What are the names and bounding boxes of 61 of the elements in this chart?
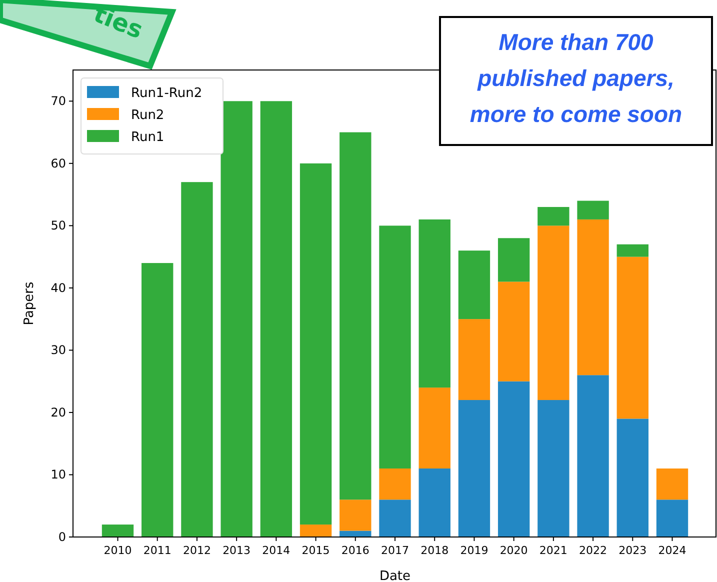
- bar: [498, 381, 530, 537]
- legend-label: Run1: [131, 130, 164, 145]
- bar: [656, 468, 688, 500]
- bar: [418, 219, 450, 388]
- x-tick-label: 2011: [143, 544, 172, 557]
- bar: [577, 200, 609, 220]
- annotation: More than 700 published papers, more to come soon: [470, 29, 682, 127]
- x-tick-label: 2013: [222, 544, 251, 557]
- bar: [616, 256, 648, 419]
- bar: [458, 250, 490, 320]
- y-axis-title: Papers: [22, 281, 37, 326]
- bar: [102, 524, 134, 537]
- bar: [142, 263, 174, 537]
- bar: [260, 101, 292, 537]
- bar: [616, 244, 648, 257]
- bar: [577, 375, 609, 537]
- x-axis-title: Date: [379, 569, 411, 582]
- bar: [340, 132, 372, 500]
- x-tick-label: 2014: [262, 544, 290, 557]
- bar: [379, 468, 411, 500]
- bar: [538, 400, 570, 537]
- bar: [458, 400, 490, 537]
- x-tick-label: 2020: [500, 544, 528, 557]
- x-tick-label: 2023: [618, 544, 647, 557]
- bar: [577, 219, 609, 376]
- bar: [538, 226, 570, 400]
- x-tick-label: 2012: [182, 544, 211, 557]
- x-tick-label: 2024: [658, 544, 686, 557]
- bar: [418, 388, 450, 469]
- y-tick-label: 70: [50, 94, 66, 108]
- bar: [220, 101, 252, 537]
- bar: [616, 418, 648, 537]
- y-tick-label: 30: [50, 343, 66, 358]
- y-tick-label: 10: [50, 468, 66, 482]
- bar: [181, 182, 213, 537]
- bar: [498, 238, 530, 282]
- bar: [538, 206, 570, 226]
- bar: [379, 500, 411, 537]
- legend-label: Run2: [131, 108, 164, 123]
- x-tick-label: 2021: [539, 544, 568, 557]
- bar: [379, 226, 411, 469]
- x-tick-label: 2018: [420, 544, 449, 557]
- bar: [340, 500, 372, 531]
- y-tick-label: 40: [50, 280, 66, 295]
- legend-label: Run1-Run2: [131, 86, 202, 101]
- bar: [418, 468, 450, 537]
- y-tick-label: 60: [50, 156, 66, 170]
- y-tick-label: 50: [50, 218, 66, 233]
- x-tick-label: 2019: [460, 544, 488, 557]
- bar: [300, 163, 332, 525]
- x-tick-label: 2022: [579, 544, 608, 557]
- y-tick-label: 0: [58, 530, 66, 544]
- bar: [300, 524, 332, 537]
- x-tick-label: 2016: [341, 544, 370, 557]
- x-tick-label: 2015: [302, 544, 330, 557]
- x-tick-label: 2010: [104, 544, 132, 557]
- bar: [656, 500, 688, 537]
- bar: [498, 282, 530, 382]
- x-tick-label: 2017: [381, 544, 409, 557]
- y-tick-label: 20: [50, 405, 66, 420]
- bar: [458, 319, 490, 400]
